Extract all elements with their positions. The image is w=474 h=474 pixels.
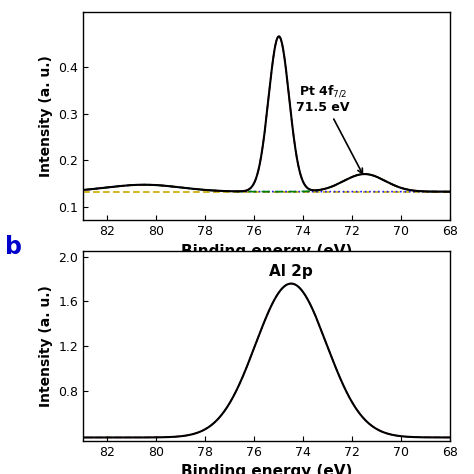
- Text: Al 2p: Al 2p: [269, 264, 313, 279]
- Y-axis label: Intensity (a. u.): Intensity (a. u.): [39, 55, 53, 177]
- Text: b: b: [5, 235, 22, 259]
- Text: Pt 4f$_{7/2}$
71.5 eV: Pt 4f$_{7/2}$ 71.5 eV: [296, 83, 363, 173]
- X-axis label: Binding energy (eV): Binding energy (eV): [181, 244, 352, 259]
- X-axis label: Binding energy (eV): Binding energy (eV): [181, 464, 352, 474]
- Y-axis label: Intensity (a. u.): Intensity (a. u.): [38, 285, 53, 407]
